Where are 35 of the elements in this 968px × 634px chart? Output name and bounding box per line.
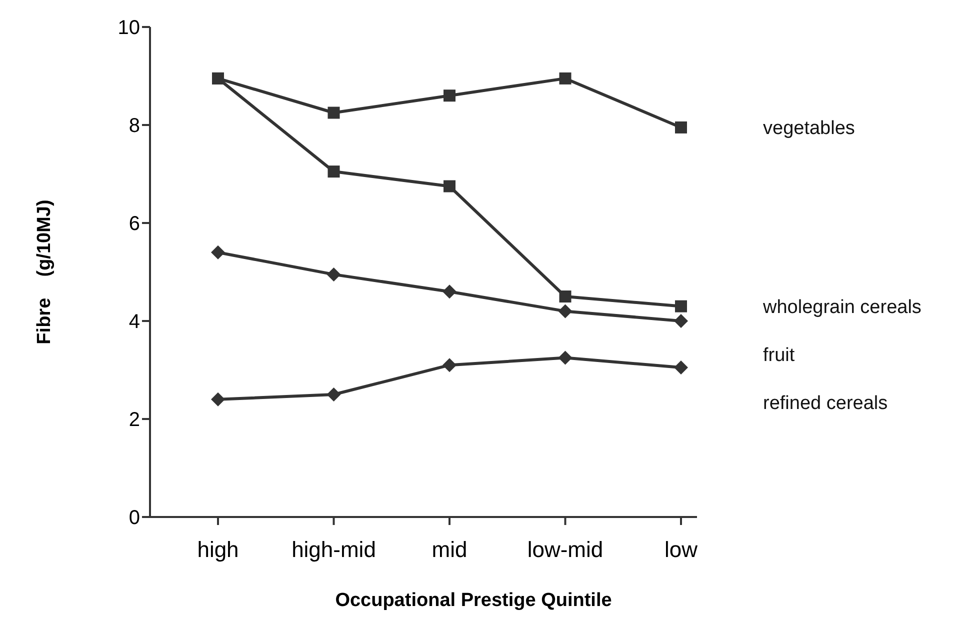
x-tick-label: high: [197, 537, 239, 562]
point: [558, 350, 572, 365]
y-tick-label: 0: [128, 507, 140, 529]
point: [558, 304, 572, 318]
point: [559, 290, 572, 302]
point: [442, 284, 456, 299]
text: wholegrain cereals: [762, 296, 922, 318]
point: [328, 166, 340, 178]
y-tick-label: 8: [128, 115, 140, 137]
point: [675, 121, 687, 134]
point: [444, 90, 456, 102]
point: [328, 106, 340, 119]
point: [326, 388, 341, 402]
x-tick-label: low-mid: [527, 537, 604, 562]
point: [211, 245, 225, 260]
y-tick-label: 6: [128, 213, 140, 235]
text: refined cereals: [763, 392, 888, 414]
y-tick-label: 2: [128, 409, 140, 431]
point: [326, 267, 341, 282]
point: [674, 360, 688, 375]
y-tick-label: 4: [128, 311, 140, 333]
point: [211, 392, 225, 406]
point: [442, 358, 456, 372]
text: vegetables: [763, 118, 855, 140]
x-axis-title: Occupational Prestige Quintile: [335, 590, 612, 611]
point: [675, 300, 687, 312]
x-tick-label: low: [664, 537, 698, 562]
text: fruit: [763, 344, 796, 366]
y-tick-label: 10: [118, 17, 140, 39]
x-tick-label: high-mid: [292, 537, 376, 562]
point: [559, 72, 572, 84]
point: [674, 314, 688, 328]
x-tick-label: mid: [432, 537, 468, 562]
y-axis-title: Fibre (g/10MJ): [34, 200, 55, 344]
point: [444, 180, 456, 192]
